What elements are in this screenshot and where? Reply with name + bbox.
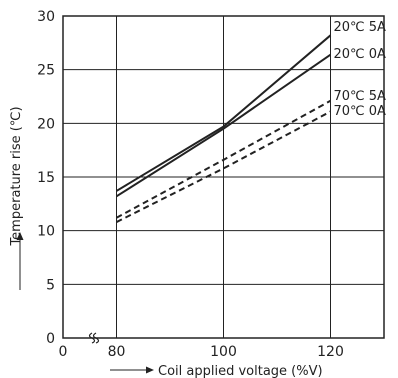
series-label: 20℃ 0A	[334, 47, 387, 62]
x-axis-arrow-icon	[110, 366, 154, 374]
y-axis-label-group: Temperature rise (℃)	[9, 106, 24, 246]
tick-labels: 0 5 10 15 20 25 30 0 80 100 120	[37, 9, 344, 360]
x-tick-label: 0	[59, 344, 68, 360]
x-axis-label: Coil applied voltage (%V)	[158, 364, 323, 378]
y-tick-label: 10	[37, 224, 55, 240]
series-label: 70℃ 5A	[334, 89, 387, 104]
series-line	[115, 34, 332, 192]
series-line	[116, 99, 331, 219]
plot-frame	[62, 15, 385, 339]
x-tick-label: 120	[317, 344, 344, 360]
series-lines	[115, 34, 332, 223]
y-axis-arrow-icon	[16, 232, 24, 290]
x-tick-label: 80	[108, 344, 126, 360]
x-tick-label: 100	[210, 344, 237, 360]
y-tick-label: 0	[46, 331, 55, 347]
y-tick-label: 5	[46, 277, 55, 293]
y-tick-label: 15	[37, 170, 55, 186]
break-mark	[92, 332, 100, 344]
y-tick-label: 20	[37, 116, 55, 132]
y-axis-label: Temperature rise (℃)	[9, 106, 24, 246]
series-label: 20℃ 5A	[334, 20, 387, 35]
x-axis-break-icon	[88, 332, 100, 344]
grid	[63, 16, 384, 338]
break-mark	[88, 332, 96, 344]
series-label: 70℃ 0A	[334, 104, 387, 119]
series-line	[115, 53, 332, 198]
series-line	[116, 110, 331, 223]
y-tick-label: 25	[37, 63, 55, 79]
y-tick-label: 30	[37, 9, 55, 25]
axes	[62, 15, 385, 344]
